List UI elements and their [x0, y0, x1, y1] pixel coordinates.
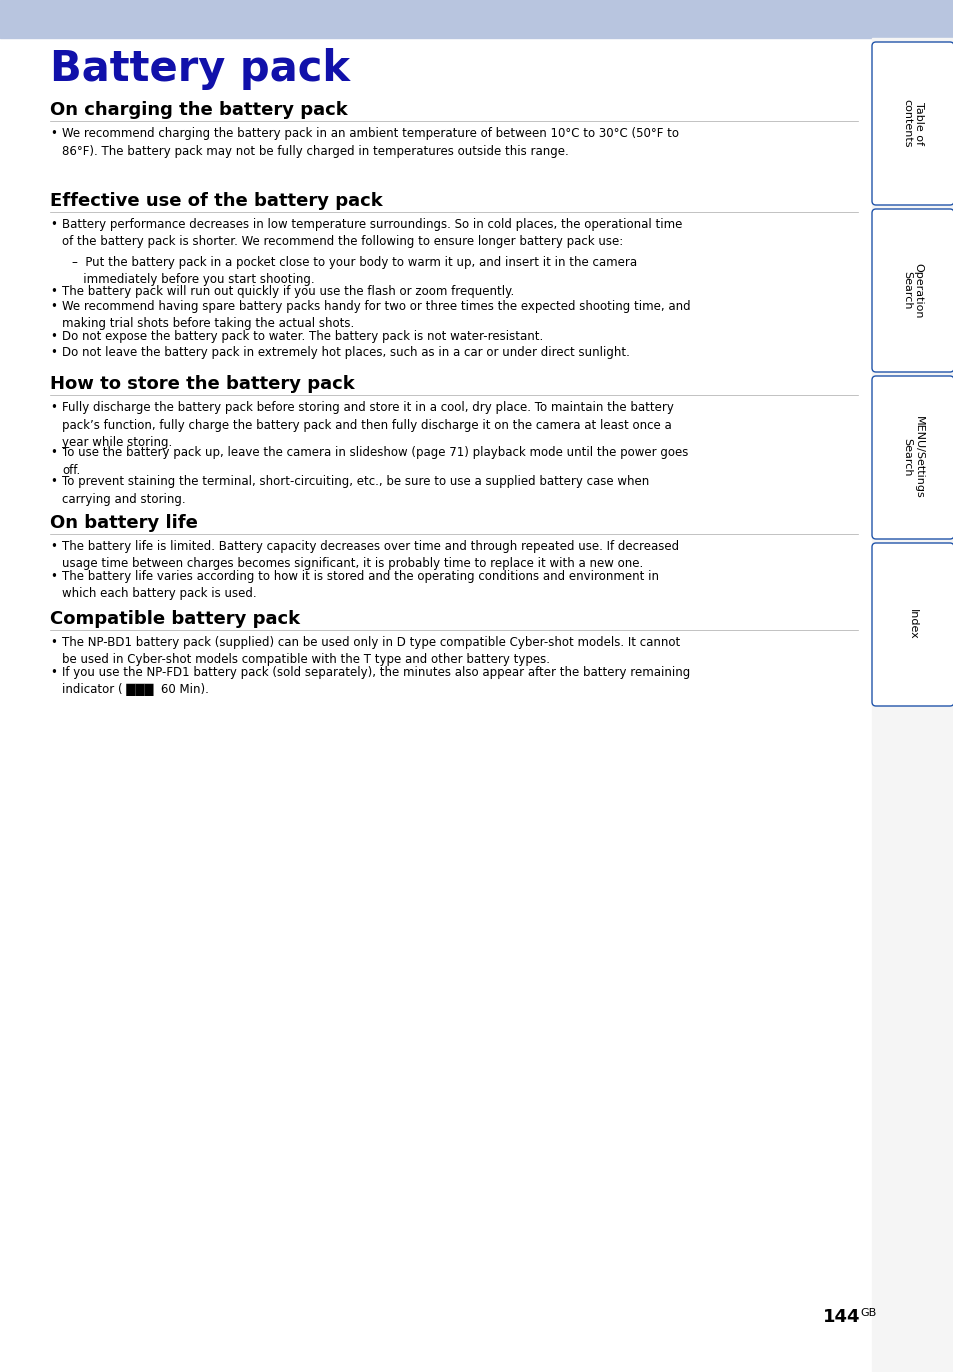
Text: Index: Index: [907, 609, 917, 639]
FancyBboxPatch shape: [871, 376, 953, 539]
Text: Compatible battery pack: Compatible battery pack: [50, 611, 300, 628]
Text: We recommend charging the battery pack in an ambient temperature of between 10°C: We recommend charging the battery pack i…: [62, 128, 679, 158]
Text: •: •: [50, 285, 57, 298]
Text: To use the battery pack up, leave the camera in slideshow (page 71) playback mod: To use the battery pack up, leave the ca…: [62, 446, 688, 476]
Text: We recommend having spare battery packs handy for two or three times the expecte: We recommend having spare battery packs …: [62, 300, 690, 331]
Text: •: •: [50, 637, 57, 649]
FancyBboxPatch shape: [871, 209, 953, 372]
Text: •: •: [50, 541, 57, 553]
Text: Effective use of the battery pack: Effective use of the battery pack: [50, 192, 382, 210]
Text: •: •: [50, 218, 57, 230]
Text: The battery life varies according to how it is stored and the operating conditio: The battery life varies according to how…: [62, 569, 659, 601]
Text: –  Put the battery pack in a pocket close to your body to warm it up, and insert: – Put the battery pack in a pocket close…: [71, 257, 637, 287]
Text: •: •: [50, 401, 57, 414]
Text: The battery life is limited. Battery capacity decreases over time and through re: The battery life is limited. Battery cap…: [62, 541, 679, 571]
Text: GB: GB: [859, 1308, 876, 1318]
Text: On charging the battery pack: On charging the battery pack: [50, 102, 348, 119]
Text: •: •: [50, 446, 57, 460]
Text: On battery life: On battery life: [50, 514, 197, 532]
Text: Do not leave the battery pack in extremely hot places, such as in a car or under: Do not leave the battery pack in extreme…: [62, 346, 629, 359]
Text: The NP-BD1 battery pack (supplied) can be used only in D type compatible Cyber-s: The NP-BD1 battery pack (supplied) can b…: [62, 637, 679, 667]
Text: •: •: [50, 665, 57, 679]
Text: Operation
Search: Operation Search: [902, 263, 923, 318]
Text: •: •: [50, 475, 57, 488]
Text: Battery performance decreases in low temperature surroundings. So in cold places: Battery performance decreases in low tem…: [62, 218, 681, 248]
Text: •: •: [50, 300, 57, 313]
Text: •: •: [50, 346, 57, 359]
Text: •: •: [50, 128, 57, 140]
Text: 144: 144: [821, 1308, 859, 1325]
Text: Do not expose the battery pack to water. The battery pack is not water-resistant: Do not expose the battery pack to water.…: [62, 331, 542, 343]
Text: How to store the battery pack: How to store the battery pack: [50, 375, 355, 392]
Bar: [0, 0, 953, 38]
Text: •: •: [50, 331, 57, 343]
Text: Battery pack: Battery pack: [50, 48, 350, 91]
FancyBboxPatch shape: [871, 43, 953, 204]
FancyBboxPatch shape: [871, 543, 953, 707]
Text: Fully discharge the battery pack before storing and store it in a cool, dry plac: Fully discharge the battery pack before …: [62, 401, 673, 449]
Bar: [871, 38, 953, 1372]
Text: MENU/Settings
Search: MENU/Settings Search: [902, 416, 923, 499]
Text: •: •: [50, 569, 57, 583]
Text: Table of
contents: Table of contents: [902, 99, 923, 148]
Text: If you use the NP-FD1 battery pack (sold separately), the minutes also appear af: If you use the NP-FD1 battery pack (sold…: [62, 665, 690, 697]
Text: The battery pack will run out quickly if you use the flash or zoom frequently.: The battery pack will run out quickly if…: [62, 285, 514, 298]
Text: To prevent staining the terminal, short-circuiting, etc., be sure to use a suppl: To prevent staining the terminal, short-…: [62, 475, 649, 505]
